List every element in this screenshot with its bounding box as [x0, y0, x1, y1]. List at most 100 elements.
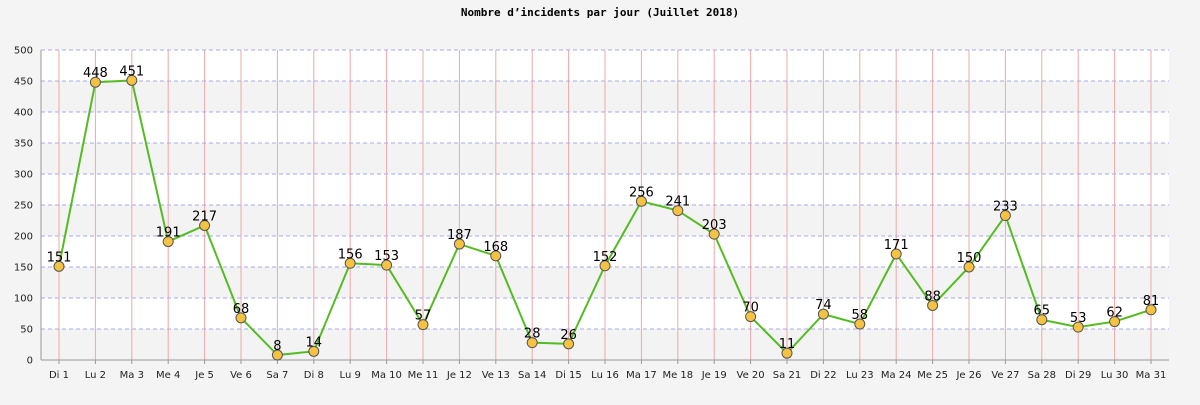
x-tick-label: Di 1 — [49, 370, 69, 381]
x-tick-label: Lu 23 — [846, 370, 874, 381]
data-point — [235, 312, 247, 324]
x-tick-label: Di 8 — [304, 370, 324, 381]
y-tick-label: 350 — [14, 139, 33, 150]
data-label: 203 — [702, 218, 727, 233]
data-label: 74 — [815, 298, 832, 313]
x-tick-label: Sa 7 — [266, 370, 288, 381]
data-point — [381, 259, 393, 271]
data-label: 217 — [192, 209, 217, 224]
x-tick-label: Me 4 — [156, 370, 180, 381]
x-tick-label: Ve 20 — [737, 370, 765, 381]
x-tick-label: Sa 21 — [773, 370, 801, 381]
x-tick-label: Ma 3 — [120, 370, 144, 381]
data-point — [635, 195, 647, 207]
y-tick-label: 50 — [20, 325, 33, 336]
data-point — [162, 236, 174, 248]
x-tick-label: Di 15 — [555, 370, 581, 381]
data-label: 26 — [560, 328, 577, 343]
data-label: 81 — [1143, 294, 1160, 309]
x-tick-label: Ma 10 — [371, 370, 402, 381]
x-tick-label: Ma 17 — [626, 370, 657, 381]
x-tick-label: Je 26 — [955, 370, 981, 381]
data-point — [199, 219, 211, 231]
x-tick-label: Me 18 — [662, 370, 693, 381]
y-tick-label: 0 — [27, 356, 33, 367]
x-tick-label: Me 11 — [408, 370, 439, 381]
chart-title: Nombre d’incidents par jour (Juillet 201… — [460, 6, 740, 19]
data-label: 191 — [156, 226, 181, 241]
data-label: 171 — [884, 238, 909, 253]
data-label: 53 — [1070, 311, 1087, 326]
data-point — [308, 345, 320, 357]
data-point — [745, 311, 757, 323]
data-label: 233 — [993, 200, 1018, 215]
data-point — [999, 210, 1011, 222]
data-label: 451 — [119, 64, 144, 79]
y-tick-label: 300 — [14, 170, 33, 181]
x-tick-label: Lu 2 — [85, 370, 106, 381]
y-tick-label: 450 — [14, 77, 33, 88]
data-point — [963, 261, 975, 273]
data-label: 11 — [779, 337, 796, 352]
data-point — [453, 238, 465, 250]
data-point — [672, 205, 684, 217]
data-point — [89, 76, 101, 88]
y-tick-label: 500 — [14, 46, 33, 57]
data-label: 168 — [483, 240, 508, 255]
data-label: 448 — [83, 66, 108, 81]
data-label: 88 — [924, 289, 941, 304]
x-tick-label: Je 19 — [701, 370, 727, 381]
data-point — [271, 349, 283, 361]
data-label: 151 — [47, 250, 72, 265]
data-label: 152 — [593, 250, 618, 265]
y-tick-label: 150 — [14, 263, 33, 274]
data-point — [854, 318, 866, 330]
x-tick-label: Di 29 — [1065, 370, 1091, 381]
data-point — [708, 228, 720, 240]
data-point — [490, 250, 502, 262]
data-label: 241 — [665, 195, 690, 210]
data-point — [126, 74, 138, 86]
data-label: 187 — [447, 228, 472, 243]
data-point — [927, 299, 939, 311]
x-tick-label: Ma 31 — [1136, 370, 1167, 381]
x-tick-label: Ve 6 — [230, 370, 252, 381]
data-point — [53, 260, 65, 272]
y-tick-label: 100 — [14, 294, 33, 305]
data-point — [1072, 321, 1084, 333]
data-label: 58 — [852, 308, 869, 323]
data-point — [599, 260, 611, 272]
y-tick-label: 250 — [14, 201, 33, 212]
data-label: 14 — [306, 335, 323, 350]
data-label: 256 — [629, 185, 654, 200]
x-tick-label: Je 5 — [194, 370, 214, 381]
x-tick-label: Me 25 — [917, 370, 948, 381]
data-label: 28 — [524, 327, 541, 342]
x-tick-label: Lu 16 — [591, 370, 619, 381]
x-tick-label: Lu 30 — [1101, 370, 1129, 381]
data-label: 8 — [273, 339, 281, 354]
x-tick-label: Ma 24 — [881, 370, 912, 381]
data-point — [344, 257, 356, 269]
data-point — [817, 308, 829, 320]
data-label: 68 — [233, 302, 250, 317]
data-point — [1109, 316, 1121, 328]
y-tick-label: 200 — [14, 232, 33, 243]
data-label: 153 — [374, 249, 399, 264]
data-label: 62 — [1106, 306, 1123, 321]
data-point — [563, 338, 575, 350]
data-label: 65 — [1034, 304, 1051, 319]
data-label: 70 — [742, 301, 759, 316]
data-point — [1145, 304, 1157, 316]
y-tick-label: 400 — [14, 108, 33, 119]
data-label: 156 — [338, 247, 363, 262]
x-tick-label: Sa 28 — [1028, 370, 1056, 381]
data-point — [417, 319, 429, 331]
data-label: 150 — [957, 251, 982, 266]
x-tick-label: Ve 27 — [991, 370, 1019, 381]
data-point — [1036, 314, 1048, 326]
x-tick-label: Je 12 — [446, 370, 472, 381]
data-point — [526, 337, 538, 349]
